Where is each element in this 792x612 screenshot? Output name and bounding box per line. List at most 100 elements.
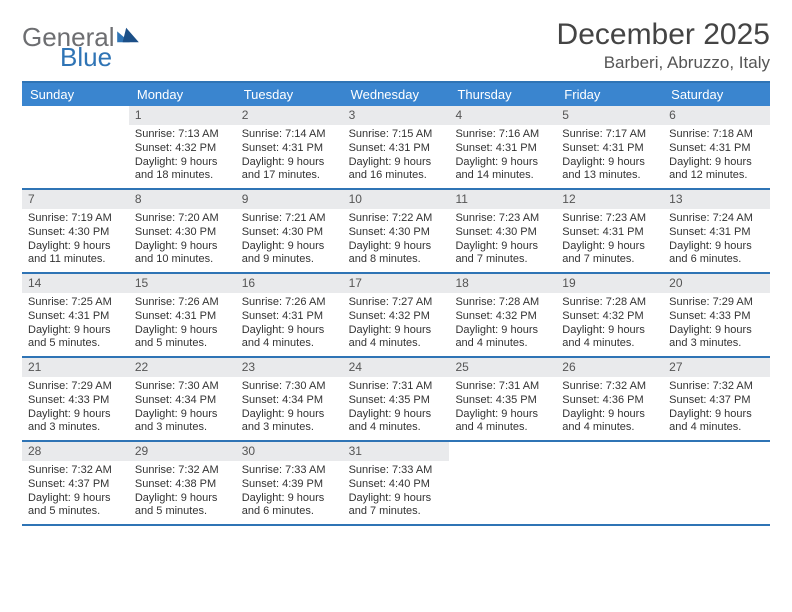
sunrise-text: Sunrise: 7:33 AM — [242, 464, 337, 478]
day-number: 11 — [449, 190, 556, 209]
day-number: 9 — [236, 190, 343, 209]
sunset-text: Sunset: 4:38 PM — [135, 478, 230, 492]
sunrise-text: Sunrise: 7:20 AM — [135, 212, 230, 226]
sunset-text: Sunset: 4:31 PM — [135, 310, 230, 324]
day-cell: 19Sunrise: 7:28 AMSunset: 4:32 PMDayligh… — [556, 274, 663, 356]
day-body: Sunrise: 7:29 AMSunset: 4:33 PMDaylight:… — [663, 293, 770, 356]
day-cell: 22Sunrise: 7:30 AMSunset: 4:34 PMDayligh… — [129, 358, 236, 440]
dow-saturday: Saturday — [663, 83, 770, 106]
day-number: 3 — [343, 106, 450, 125]
day-cell: 15Sunrise: 7:26 AMSunset: 4:31 PMDayligh… — [129, 274, 236, 356]
sunrise-text: Sunrise: 7:28 AM — [455, 296, 550, 310]
day-body: Sunrise: 7:26 AMSunset: 4:31 PMDaylight:… — [236, 293, 343, 356]
day-body: Sunrise: 7:13 AMSunset: 4:32 PMDaylight:… — [129, 125, 236, 188]
logo: General Blue — [22, 24, 115, 70]
day-cell: 7Sunrise: 7:19 AMSunset: 4:30 PMDaylight… — [22, 190, 129, 272]
daylight-text: Daylight: 9 hours and 7 minutes. — [455, 240, 550, 268]
sunset-text: Sunset: 4:33 PM — [28, 394, 123, 408]
day-number: 24 — [343, 358, 450, 377]
day-cell: 4Sunrise: 7:16 AMSunset: 4:31 PMDaylight… — [449, 106, 556, 188]
sunrise-text: Sunrise: 7:32 AM — [562, 380, 657, 394]
day-number: 2 — [236, 106, 343, 125]
dow-wednesday: Wednesday — [343, 83, 450, 106]
sunrise-text: Sunrise: 7:29 AM — [669, 296, 764, 310]
sunrise-text: Sunrise: 7:31 AM — [455, 380, 550, 394]
day-body: Sunrise: 7:33 AMSunset: 4:40 PMDaylight:… — [343, 461, 450, 524]
sunrise-text: Sunrise: 7:14 AM — [242, 128, 337, 142]
day-body — [556, 446, 663, 454]
day-cell: 2Sunrise: 7:14 AMSunset: 4:31 PMDaylight… — [236, 106, 343, 188]
dow-header-row: Sunday Monday Tuesday Wednesday Thursday… — [22, 83, 770, 106]
sunrise-text: Sunrise: 7:31 AM — [349, 380, 444, 394]
logo-triangle-icon — [116, 26, 140, 44]
sunrise-text: Sunrise: 7:30 AM — [135, 380, 230, 394]
daylight-text: Daylight: 9 hours and 3 minutes. — [28, 408, 123, 436]
day-number: 14 — [22, 274, 129, 293]
day-cell: 10Sunrise: 7:22 AMSunset: 4:30 PMDayligh… — [343, 190, 450, 272]
daylight-text: Daylight: 9 hours and 7 minutes. — [562, 240, 657, 268]
day-cell: 26Sunrise: 7:32 AMSunset: 4:36 PMDayligh… — [556, 358, 663, 440]
sunset-text: Sunset: 4:35 PM — [455, 394, 550, 408]
day-empty — [449, 442, 556, 524]
day-cell: 9Sunrise: 7:21 AMSunset: 4:30 PMDaylight… — [236, 190, 343, 272]
dow-monday: Monday — [129, 83, 236, 106]
sunset-text: Sunset: 4:33 PM — [669, 310, 764, 324]
sunset-text: Sunset: 4:35 PM — [349, 394, 444, 408]
sunset-text: Sunset: 4:31 PM — [562, 142, 657, 156]
day-number: 18 — [449, 274, 556, 293]
sunset-text: Sunset: 4:31 PM — [242, 310, 337, 324]
day-number: 22 — [129, 358, 236, 377]
daylight-text: Daylight: 9 hours and 3 minutes. — [669, 324, 764, 352]
sunset-text: Sunset: 4:31 PM — [669, 226, 764, 240]
calendar-page: General Blue December 2025 Barberi, Abru… — [0, 0, 792, 536]
sunrise-text: Sunrise: 7:28 AM — [562, 296, 657, 310]
day-cell: 29Sunrise: 7:32 AMSunset: 4:38 PMDayligh… — [129, 442, 236, 524]
sunrise-text: Sunrise: 7:30 AM — [242, 380, 337, 394]
day-body — [22, 110, 129, 118]
day-body: Sunrise: 7:32 AMSunset: 4:38 PMDaylight:… — [129, 461, 236, 524]
day-number: 15 — [129, 274, 236, 293]
sunset-text: Sunset: 4:31 PM — [455, 142, 550, 156]
sunset-text: Sunset: 4:32 PM — [135, 142, 230, 156]
logo-blue-text: Blue — [60, 44, 115, 70]
day-empty — [22, 106, 129, 188]
week-row: 21Sunrise: 7:29 AMSunset: 4:33 PMDayligh… — [22, 358, 770, 442]
day-number: 16 — [236, 274, 343, 293]
daylight-text: Daylight: 9 hours and 6 minutes. — [242, 492, 337, 520]
day-body: Sunrise: 7:15 AMSunset: 4:31 PMDaylight:… — [343, 125, 450, 188]
sunset-text: Sunset: 4:34 PM — [242, 394, 337, 408]
dow-thursday: Thursday — [449, 83, 556, 106]
sunrise-text: Sunrise: 7:22 AM — [349, 212, 444, 226]
week-row: 28Sunrise: 7:32 AMSunset: 4:37 PMDayligh… — [22, 442, 770, 526]
sunset-text: Sunset: 4:30 PM — [135, 226, 230, 240]
daylight-text: Daylight: 9 hours and 4 minutes. — [349, 324, 444, 352]
sunrise-text: Sunrise: 7:16 AM — [455, 128, 550, 142]
sunrise-text: Sunrise: 7:23 AM — [562, 212, 657, 226]
day-empty — [663, 442, 770, 524]
day-body — [449, 446, 556, 454]
day-number: 17 — [343, 274, 450, 293]
day-number: 7 — [22, 190, 129, 209]
daylight-text: Daylight: 9 hours and 4 minutes. — [669, 408, 764, 436]
week-row: 14Sunrise: 7:25 AMSunset: 4:31 PMDayligh… — [22, 274, 770, 358]
day-number: 29 — [129, 442, 236, 461]
sunset-text: Sunset: 4:31 PM — [242, 142, 337, 156]
day-body: Sunrise: 7:18 AMSunset: 4:31 PMDaylight:… — [663, 125, 770, 188]
dow-tuesday: Tuesday — [236, 83, 343, 106]
day-empty — [556, 442, 663, 524]
day-cell: 13Sunrise: 7:24 AMSunset: 4:31 PMDayligh… — [663, 190, 770, 272]
sunrise-text: Sunrise: 7:29 AM — [28, 380, 123, 394]
sunset-text: Sunset: 4:32 PM — [562, 310, 657, 324]
day-cell: 8Sunrise: 7:20 AMSunset: 4:30 PMDaylight… — [129, 190, 236, 272]
day-cell: 30Sunrise: 7:33 AMSunset: 4:39 PMDayligh… — [236, 442, 343, 524]
day-body: Sunrise: 7:28 AMSunset: 4:32 PMDaylight:… — [556, 293, 663, 356]
day-number: 28 — [22, 442, 129, 461]
day-cell: 3Sunrise: 7:15 AMSunset: 4:31 PMDaylight… — [343, 106, 450, 188]
day-body: Sunrise: 7:14 AMSunset: 4:31 PMDaylight:… — [236, 125, 343, 188]
day-body: Sunrise: 7:23 AMSunset: 4:31 PMDaylight:… — [556, 209, 663, 272]
sunrise-text: Sunrise: 7:26 AM — [242, 296, 337, 310]
daylight-text: Daylight: 9 hours and 8 minutes. — [349, 240, 444, 268]
day-body: Sunrise: 7:31 AMSunset: 4:35 PMDaylight:… — [449, 377, 556, 440]
daylight-text: Daylight: 9 hours and 5 minutes. — [135, 324, 230, 352]
day-body: Sunrise: 7:17 AMSunset: 4:31 PMDaylight:… — [556, 125, 663, 188]
